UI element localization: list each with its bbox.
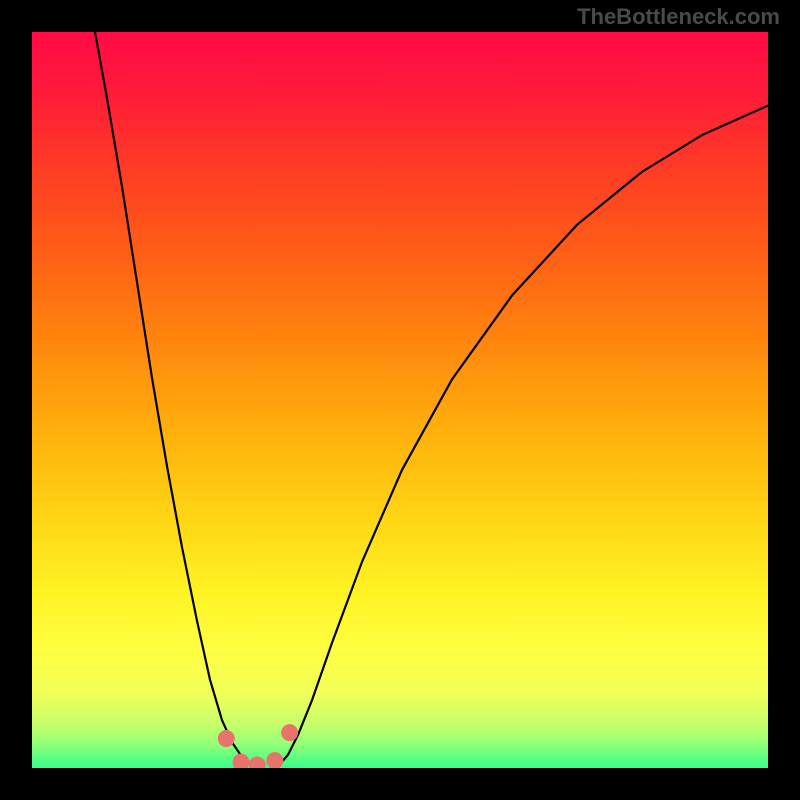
marker-group [218,724,298,768]
marker-dot [233,754,250,768]
curve-layer [32,32,768,768]
marker-dot [266,752,283,768]
marker-dot [249,757,266,768]
chart-frame: TheBottleneck.com [0,0,800,800]
marker-dot [281,724,298,741]
plot-area [32,32,768,768]
bottleneck-curve-right [278,106,768,767]
watermark-text: TheBottleneck.com [577,4,780,30]
marker-dot [218,730,235,747]
bottleneck-curve-left [95,32,254,767]
